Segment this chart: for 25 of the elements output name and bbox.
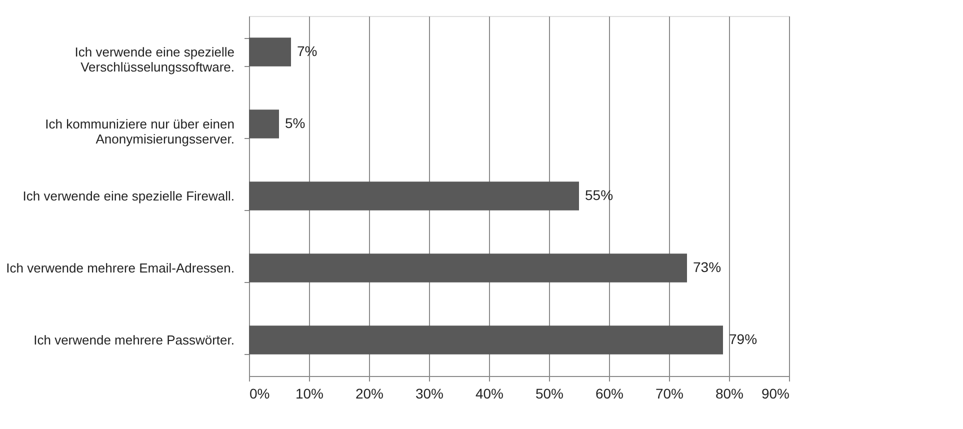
bar	[249, 326, 723, 354]
data-label: 7%	[297, 43, 318, 59]
x-tick-label: 80%	[715, 386, 744, 402]
x-tick-label: 90%	[761, 386, 790, 402]
x-tick-label: 20%	[355, 386, 384, 402]
bar	[249, 182, 579, 210]
data-label: 73%	[693, 259, 722, 275]
data-label: 55%	[585, 187, 614, 203]
bar	[249, 254, 687, 282]
y-tick-label: Ich verwende eine spezielle Firewall.	[22, 188, 234, 204]
y-tick-label: Ich verwende mehrere Email-Adressen.	[6, 260, 234, 276]
x-tick-label: 40%	[475, 386, 504, 402]
y-tick-label: Ich verwende mehrere Passwörter.	[34, 332, 234, 348]
bar	[249, 110, 279, 138]
x-tick-label: 50%	[535, 386, 564, 402]
x-tick-label: 0%	[250, 386, 270, 402]
bar	[249, 38, 291, 66]
x-tick-label: 60%	[595, 386, 624, 402]
x-tick-label: 70%	[655, 386, 684, 402]
data-label: 5%	[285, 115, 306, 131]
y-tick-label: Ich kommuniziere nur über einen Anonymisierungsserver.	[45, 116, 234, 146]
y-tick-label: Ich verwende eine spezielle Verschlüsselungssoftware.	[74, 44, 234, 74]
x-tick-label: 10%	[295, 386, 324, 402]
data-label: 79%	[729, 331, 758, 347]
x-tick-label: 30%	[415, 386, 444, 402]
